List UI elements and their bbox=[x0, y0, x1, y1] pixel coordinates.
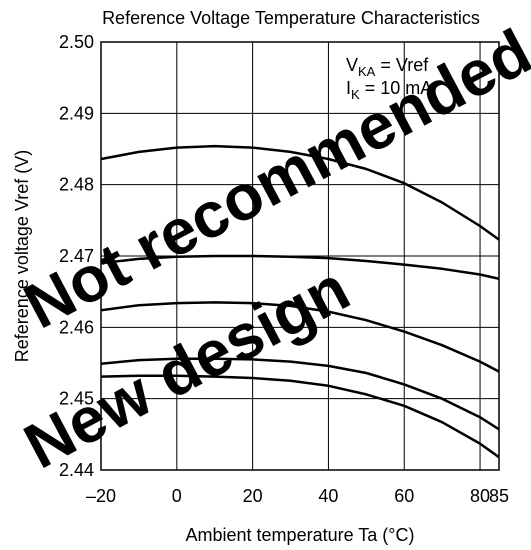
plot-frame bbox=[100, 41, 500, 471]
x-tick-label: 80 bbox=[470, 486, 490, 506]
y-tick-label: 2.45 bbox=[59, 389, 94, 409]
x-tick-label: 40 bbox=[318, 486, 338, 506]
condition-vka: VKA = Vref bbox=[346, 55, 429, 79]
y-tick-label: 2.46 bbox=[59, 317, 94, 337]
y-tick-label: 2.48 bbox=[59, 175, 94, 195]
y-tick-label: 2.49 bbox=[59, 103, 94, 123]
series-line-5 bbox=[101, 374, 499, 459]
y-tick-label: 2.47 bbox=[59, 246, 94, 266]
condition-ik: IK = 10 mA bbox=[346, 78, 432, 102]
x-tick-label: 0 bbox=[172, 486, 182, 506]
y-tick-label: 2.50 bbox=[59, 32, 94, 52]
y-axis-label: Reference voltage Vref (V) bbox=[12, 150, 32, 362]
series-lines bbox=[101, 144, 499, 459]
x-axis-label: Ambient temperature Ta (°C) bbox=[186, 525, 415, 545]
x-tick-label: 60 bbox=[394, 486, 414, 506]
series-line-2 bbox=[101, 254, 499, 281]
watermark: Not recommended for new design New desig… bbox=[13, 0, 531, 482]
x-tick-label: 20 bbox=[243, 486, 263, 506]
series-line-3 bbox=[101, 301, 499, 373]
test-conditions: VKA = Vref IK = 10 mA bbox=[346, 55, 432, 102]
series-line-4 bbox=[101, 357, 499, 431]
y-axis-ticks: 2.44 2.45 2.46 2.47 2.48 2.49 2.50 bbox=[59, 32, 94, 480]
series-line-1 bbox=[101, 144, 499, 241]
y-tick-label: 2.44 bbox=[59, 460, 94, 480]
x-tick-label: 85 bbox=[489, 486, 509, 506]
x-tick-label: –20 bbox=[86, 486, 116, 506]
chart-title: Reference Voltage Temperature Characteri… bbox=[102, 8, 480, 28]
